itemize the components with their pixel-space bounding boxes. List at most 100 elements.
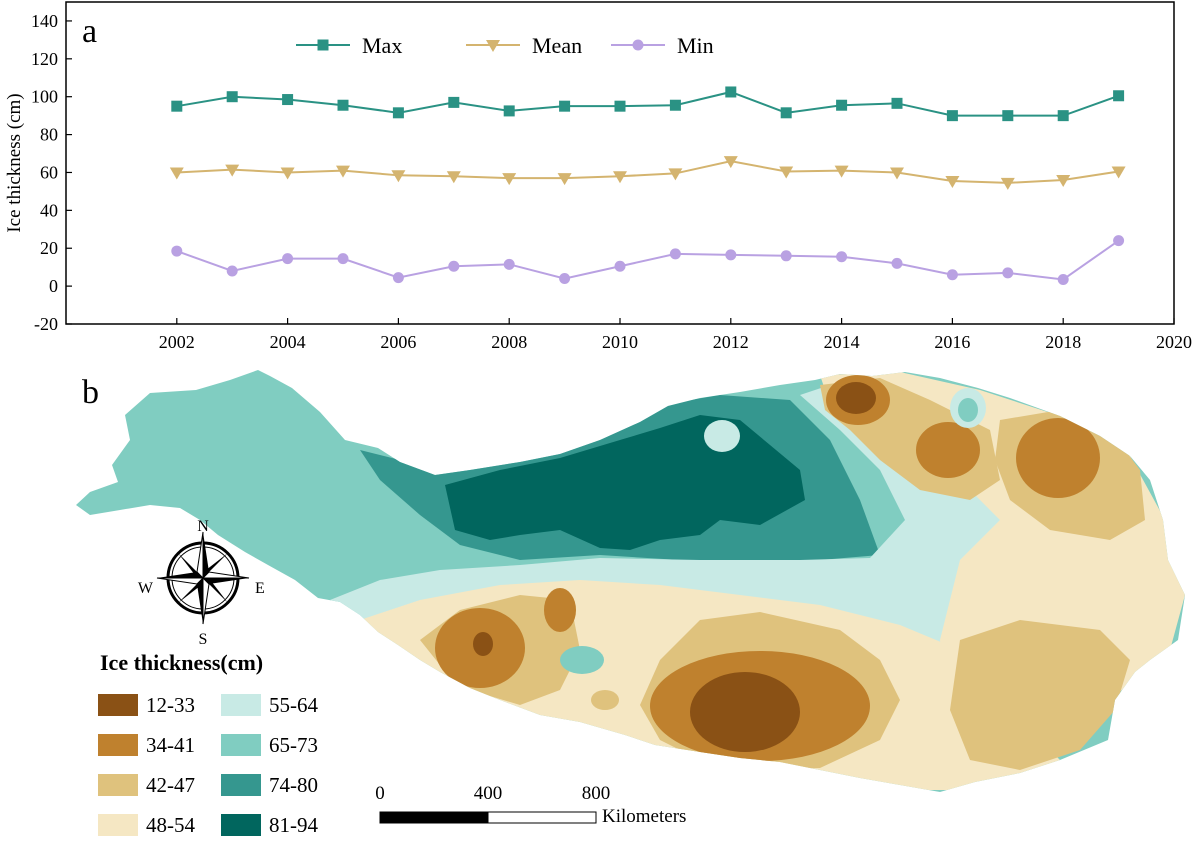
legend-swatch	[221, 694, 261, 716]
point-max-2006	[392, 107, 404, 119]
zone-65-73-spot-s	[560, 646, 604, 674]
panel-b-map: b N S E W Ice thickness(cm) 12-33 34-41 42…	[76, 370, 1185, 837]
x-tick-label: 2010	[602, 332, 638, 352]
compass-w: W	[138, 580, 154, 597]
point-min-2015	[891, 257, 903, 269]
zone-12-33-b	[836, 382, 876, 414]
zone-34-41-b	[544, 588, 576, 632]
x-tick-label: 2014	[824, 332, 860, 352]
scale-tick-0: 0	[375, 783, 385, 804]
compass-rose-icon: N S E W	[138, 518, 265, 648]
zone-34-41-e	[1016, 418, 1100, 498]
zone-42-47-se	[950, 620, 1130, 770]
point-mean-2005	[336, 165, 350, 178]
x-tick-label: 2004	[270, 332, 306, 352]
x-tick-label: 2018	[1045, 332, 1081, 352]
point-mean-2013	[779, 166, 794, 179]
y-tick-label: 80	[40, 125, 58, 145]
x-axis: 2002 2004 2006 2008 2010 2012 2014 2016 2018 2020	[159, 318, 1192, 352]
point-min-2005	[337, 253, 349, 265]
point-max-2019	[1113, 90, 1125, 102]
point-max-2013	[780, 107, 792, 119]
compass-s: S	[199, 631, 208, 648]
legend-item-42-47: 42-47	[98, 773, 195, 797]
scale-bar: 0 400 800 Kilometers	[375, 783, 686, 827]
x-tick-label: 2012	[713, 332, 749, 352]
series-line-mean	[176, 160, 1119, 184]
point-mean-2018	[1056, 175, 1071, 188]
point-mean-2007	[446, 171, 461, 184]
legend-label: 48-54	[146, 813, 195, 837]
y-axis: -20 0 20 40 60 80 100 120 140	[31, 11, 72, 334]
legend-label: 81-94	[269, 813, 318, 837]
y-tick-label: 140	[31, 11, 58, 31]
point-mean-2015	[890, 167, 904, 180]
legend-label: 65-73	[269, 733, 318, 757]
zone-12-33-a	[690, 672, 800, 752]
legend-swatch	[98, 814, 138, 836]
scale-tick-800: 800	[582, 783, 611, 804]
point-mean-2008	[502, 173, 517, 186]
legend-item-12-33: 12-33	[98, 693, 195, 717]
point-max-2007	[448, 96, 460, 108]
point-max-2014	[836, 99, 848, 111]
legend-swatch	[98, 734, 138, 756]
point-mean-2014	[834, 165, 849, 178]
series-max	[171, 86, 1125, 122]
point-mean-2006	[391, 170, 406, 183]
point-min-2013	[780, 250, 792, 262]
y-tick-label: -20	[34, 314, 58, 334]
point-max-2018	[1057, 110, 1069, 122]
point-max-2004	[282, 94, 294, 106]
series-line-min	[176, 239, 1120, 281]
point-min-2006	[392, 272, 404, 284]
point-mean-2016	[945, 175, 960, 188]
legend-label-max: Max	[362, 33, 402, 58]
legend-marker-max	[317, 39, 329, 51]
legend-swatch	[98, 774, 138, 796]
point-mean-2012	[723, 156, 738, 169]
point-max-2010	[614, 100, 626, 112]
point-mean-2011	[668, 168, 683, 181]
point-max-2008	[503, 105, 515, 117]
series-mean	[169, 156, 1126, 190]
zone-12-33-c	[473, 632, 493, 656]
point-min-2008	[503, 258, 515, 270]
legend-item-mean: Mean	[466, 33, 582, 58]
panel-a-line-chart: a Ice thickness (cm) 2002 2004 2006 2008 201…	[4, 1, 1192, 352]
point-mean-2019	[1111, 166, 1126, 179]
point-mean-2010	[613, 171, 627, 184]
legend-item-min: Min	[611, 33, 714, 58]
scale-unit: Kilometers	[602, 806, 686, 827]
legend-swatch	[98, 694, 138, 716]
point-min-2002	[171, 245, 183, 257]
x-tick-label: 2016	[934, 332, 970, 352]
legend: Max Mean Min	[296, 33, 714, 58]
point-mean-2004	[280, 167, 295, 180]
legend-swatch	[221, 734, 261, 756]
y-tick-label: 20	[40, 238, 58, 258]
legend-item-55-64: 55-64	[221, 693, 318, 717]
legend-marker-mean	[486, 40, 500, 52]
x-tick-label: 2008	[491, 332, 527, 352]
legend-label: 34-41	[146, 733, 195, 757]
point-min-2014	[836, 251, 848, 263]
zone-65-73-spot	[958, 398, 978, 422]
point-mean-2017	[1000, 177, 1015, 190]
legend-item-81-94: 81-94	[221, 813, 318, 837]
point-max-2009	[559, 100, 571, 112]
point-mean-2009	[557, 173, 572, 186]
x-tick-label: 2020	[1156, 332, 1192, 352]
legend-label: 55-64	[269, 693, 318, 717]
zone-34-41-d	[916, 422, 980, 478]
legend-swatch	[221, 814, 261, 836]
point-max-2017	[1002, 110, 1014, 122]
point-min-2003	[226, 265, 238, 277]
point-min-2009	[559, 273, 571, 285]
y-tick-label: 0	[49, 276, 58, 296]
point-mean-2002	[169, 167, 184, 180]
scale-bar-black	[379, 811, 489, 824]
legend-label-mean: Mean	[532, 33, 582, 58]
point-min-2007	[448, 260, 460, 272]
y-tick-label: 120	[31, 49, 58, 69]
